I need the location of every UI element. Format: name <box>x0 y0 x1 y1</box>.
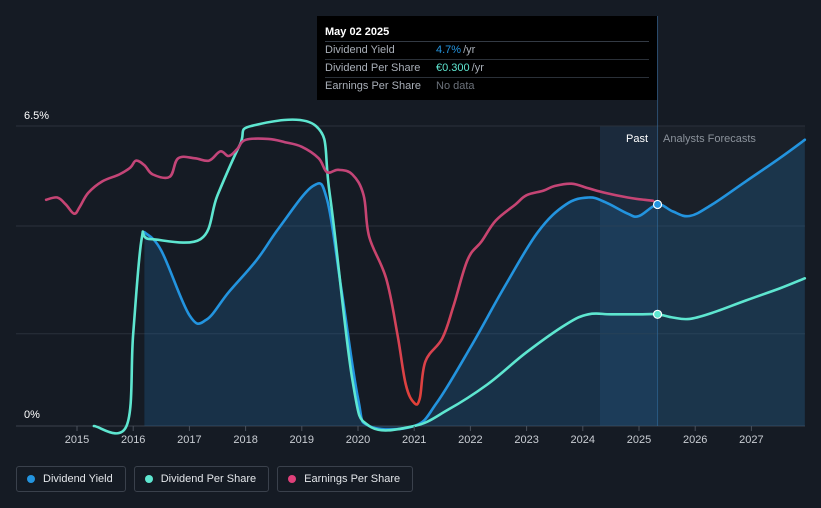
y-tick-zero: 0% <box>24 409 40 421</box>
legend-label: Dividend Yield <box>43 473 113 485</box>
legend-swatch <box>27 475 35 483</box>
legend-swatch <box>288 475 297 483</box>
x-tick-label: 2026 <box>683 434 707 446</box>
x-tick-label: 2018 <box>233 434 257 446</box>
legend-item-dividend-per-share[interactable]: Dividend Per Share <box>133 466 270 492</box>
chart-legend: Dividend Yield Dividend Per Share Earnin… <box>16 466 414 492</box>
legend-item-dividend-yield[interactable]: Dividend Yield <box>16 466 126 492</box>
legend-swatch <box>144 475 153 483</box>
tooltip-value: €0.300 <box>436 62 470 74</box>
forecast-band <box>657 126 805 426</box>
x-tick-label: 2017 <box>177 434 201 446</box>
legend-label: Dividend Per Share <box>160 473 257 485</box>
forecast-label: Analysts Forecasts <box>663 133 756 145</box>
x-tick-label: 2024 <box>571 434 595 446</box>
tooltip-label: Earnings Per Share <box>325 80 421 92</box>
dividend-yield-marker <box>652 199 663 210</box>
x-tick-label: 2020 <box>346 434 370 446</box>
dividend-per-share-marker <box>652 309 663 319</box>
dividend-chart: 2015 2016 2017 2018 2019 2020 2021 2022 2023 2024… <box>16 16 807 446</box>
x-tick-label: 2027 <box>739 434 763 446</box>
x-tick-label: 2021 <box>402 434 426 446</box>
dividend-yield-area <box>144 139 805 430</box>
tooltip-label: Dividend Per Share <box>325 62 421 74</box>
tooltip-value: 4.7% <box>436 44 462 56</box>
x-tick-label: 2016 <box>121 434 145 446</box>
y-tick-top: 6.5% <box>24 110 49 122</box>
chart-tooltip: May 02 2025 Dividend Yield 4.7% /yr Divi… <box>317 16 657 100</box>
legend-label: Earnings Per Share <box>304 473 401 485</box>
tooltip-value: No data <box>436 80 475 92</box>
x-tick-label: 2022 <box>458 434 482 446</box>
tooltip-date: May 02 2025 <box>325 24 649 42</box>
x-tick-label: 2015 <box>65 434 89 446</box>
tooltip-unit: /yr <box>471 62 484 74</box>
x-tick-label: 2025 <box>627 434 651 446</box>
tooltip-label: Dividend Yield <box>325 44 395 56</box>
past-highlight-band <box>600 126 658 426</box>
legend-item-earnings-per-share[interactable]: Earnings Per Share <box>277 466 414 492</box>
past-label: Past <box>626 133 648 145</box>
tooltip-row-dividend-per-share: Dividend Per Share €0.300 /yr <box>325 60 649 78</box>
earnings-per-share-line <box>44 137 655 406</box>
x-tick-label: 2023 <box>514 434 538 446</box>
tooltip-row-dividend-yield: Dividend Yield 4.7% /yr <box>325 42 649 60</box>
tooltip-row-earnings-per-share: Earnings Per Share No data <box>325 78 649 95</box>
x-tick-label: 2019 <box>290 434 314 446</box>
dividend-yield-line <box>143 138 807 431</box>
tooltip-unit: /yr <box>463 44 476 56</box>
